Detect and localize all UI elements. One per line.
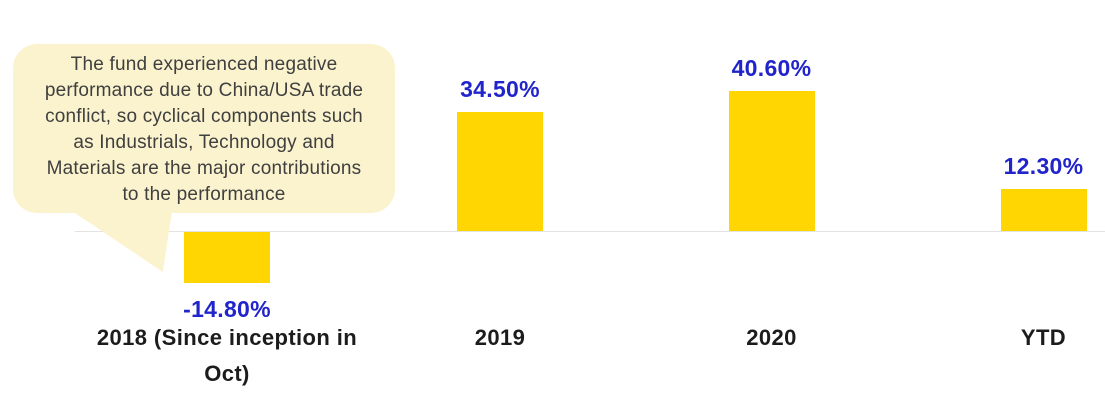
x-axis-line bbox=[75, 231, 1105, 232]
annotation-bubble: The fund experienced negative performanc… bbox=[13, 44, 395, 213]
bar-ytd bbox=[1000, 189, 1087, 231]
bar-2019 bbox=[457, 112, 543, 231]
category-label-line: Oct) bbox=[204, 361, 250, 386]
annotation-line: Materials are the major contributions bbox=[46, 158, 362, 179]
annotation-line: to the performance bbox=[122, 184, 286, 205]
category-label-line: YTD bbox=[1020, 325, 1067, 350]
annotation-line: as Industrials, Technology and bbox=[73, 132, 335, 153]
annotation-line: The fund experienced negative bbox=[70, 54, 338, 75]
category-label-line: 2020 bbox=[746, 325, 797, 350]
annotation-line: conflict, so cyclical components such bbox=[45, 106, 363, 127]
value-label-ytd: 12.30% bbox=[1003, 153, 1084, 179]
category-label-line: 2018 (Since inception in bbox=[96, 325, 358, 350]
value-label-2020: 40.60% bbox=[731, 55, 812, 81]
category-label-line: 2019 bbox=[474, 325, 526, 350]
value-label-2018: -14.80% bbox=[183, 296, 271, 322]
category-label-2020: 2020 bbox=[612, 320, 932, 356]
value-label-2019: 34.50% bbox=[460, 76, 540, 102]
bar-2018 bbox=[184, 232, 270, 283]
category-label-2019: 2019 bbox=[340, 320, 660, 356]
annotation-line: performance due to China/USA trade bbox=[44, 80, 364, 101]
category-label-ytd: YTD bbox=[884, 320, 1105, 356]
annotation-bubble-tail bbox=[72, 211, 172, 272]
bar-2020 bbox=[728, 91, 815, 231]
category-label-2018: 2018 (Since inception in Oct) bbox=[67, 320, 387, 392]
